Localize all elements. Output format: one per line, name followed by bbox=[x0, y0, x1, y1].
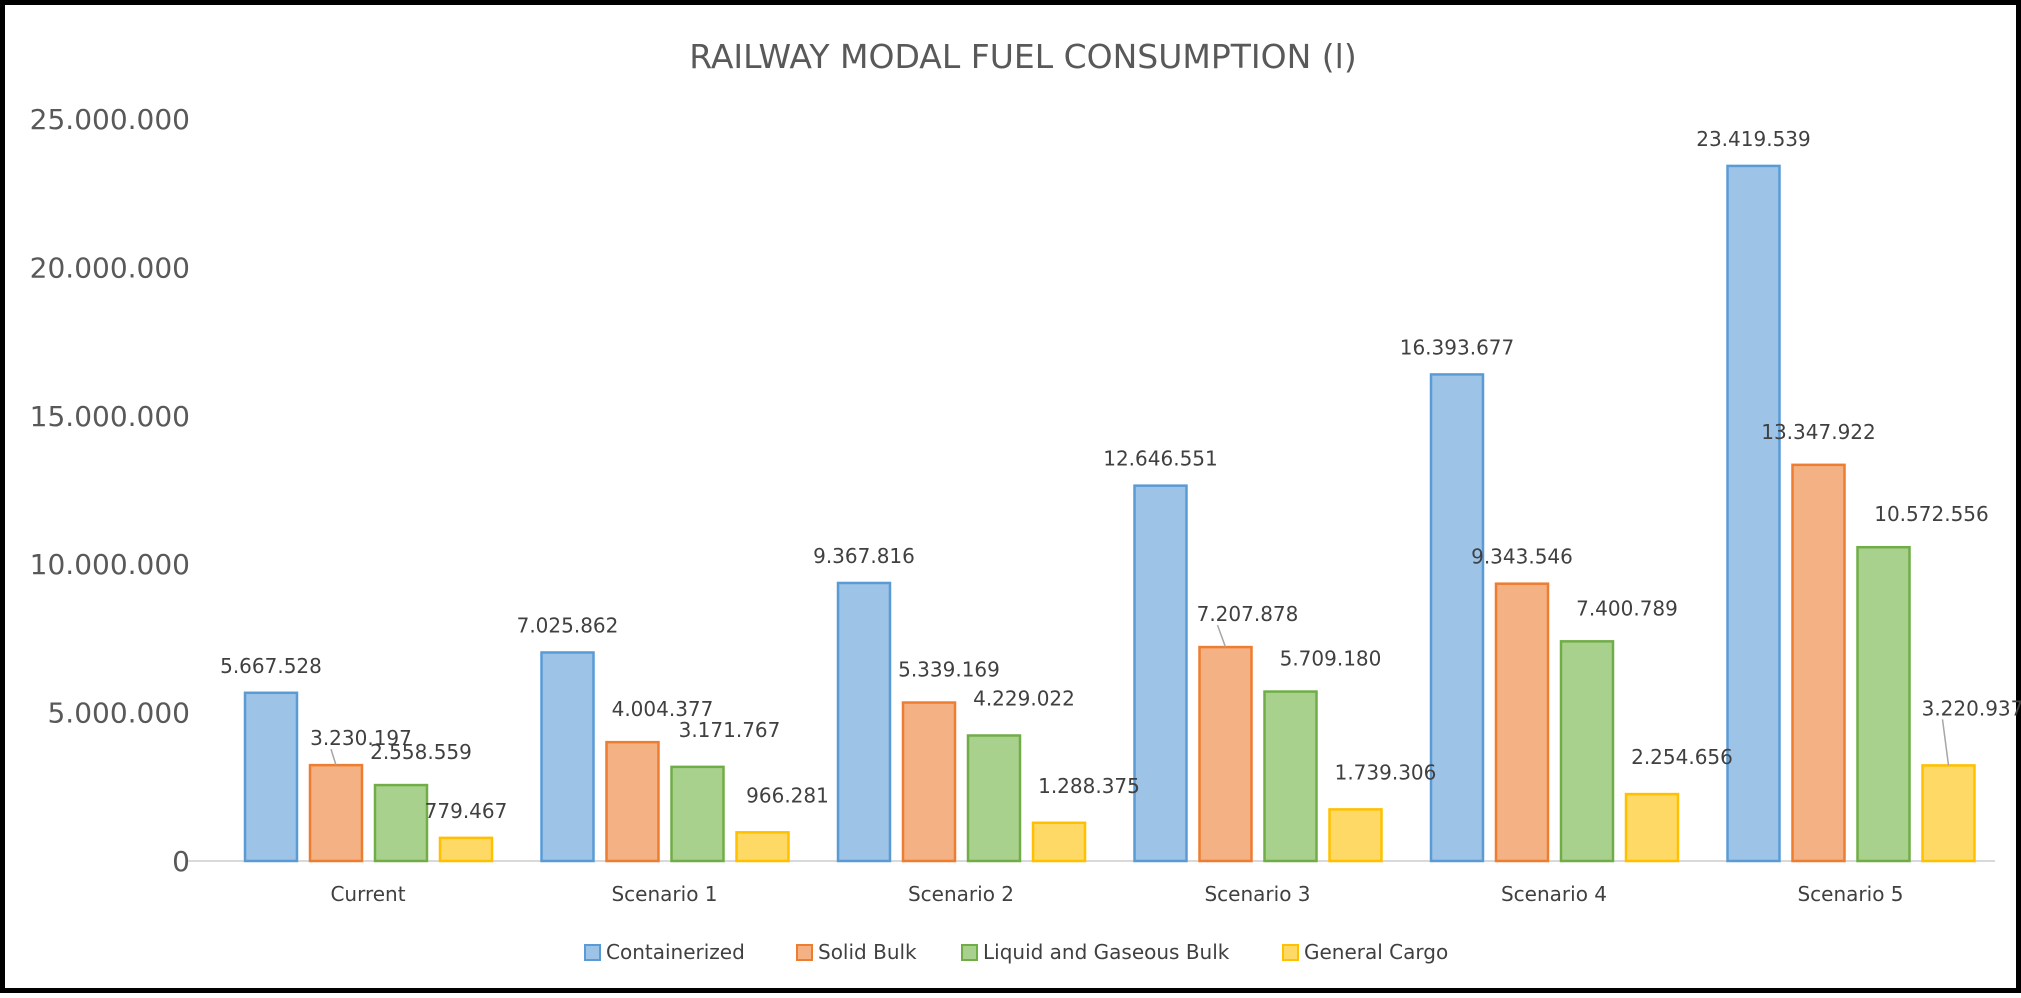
bar-containerized bbox=[1429, 373, 1485, 863]
bar-solid-bulk bbox=[308, 763, 364, 863]
x-tick-label: Current bbox=[330, 882, 405, 906]
bar-liquid-and-gaseous-bulk bbox=[966, 734, 1022, 863]
bar-chart: RAILWAY MODAL FUEL CONSUMPTION (l) 0 5.00… bbox=[30, 37, 2021, 964]
legend-label: Containerized bbox=[606, 940, 745, 964]
y-tick-label: 5.000.000 bbox=[47, 697, 190, 730]
data-label: 2.254.656 bbox=[1631, 745, 1733, 769]
bar-containerized bbox=[1726, 164, 1781, 863]
bar-liquid-and-gaseous-bulk bbox=[373, 783, 429, 863]
data-label: 12.646.551 bbox=[1103, 447, 1218, 471]
data-label: 7.207.878 bbox=[1197, 602, 1299, 626]
bar-liquid-and-gaseous-bulk bbox=[1263, 690, 1318, 863]
bar-containerized bbox=[540, 651, 595, 863]
bar-containerized bbox=[1133, 484, 1188, 863]
bar-general-cargo bbox=[1328, 808, 1383, 863]
y-tick-label: 0 bbox=[172, 845, 190, 878]
bar-solid-bulk bbox=[605, 740, 660, 863]
bar-liquid-and-gaseous-bulk bbox=[670, 765, 725, 863]
data-label: 1.288.375 bbox=[1038, 774, 1140, 798]
data-label: 9.367.816 bbox=[813, 544, 915, 568]
x-tick-label: Scenario 3 bbox=[1204, 882, 1310, 906]
bar-containerized bbox=[836, 581, 892, 863]
bar-liquid-and-gaseous-bulk bbox=[1856, 545, 1911, 863]
x-axis: Current Scenario 1 Scenario 2 Scenario 3 Sce… bbox=[330, 882, 1903, 906]
bar-general-cargo bbox=[1031, 821, 1087, 863]
y-tick-label: 25.000.000 bbox=[30, 103, 190, 136]
y-tick-label: 20.000.000 bbox=[30, 251, 190, 284]
leader-line bbox=[330, 748, 337, 766]
data-label: 1.739.306 bbox=[1335, 760, 1437, 784]
legend-swatch bbox=[584, 944, 601, 961]
bar-general-cargo bbox=[1624, 792, 1680, 863]
x-tick-label: Scenario 1 bbox=[611, 882, 717, 906]
bar-general-cargo bbox=[735, 831, 790, 863]
data-label: 4.004.377 bbox=[612, 697, 714, 721]
bar-general-cargo bbox=[1921, 764, 1976, 863]
data-labels: 5.667.528 7.025.862 9.367.816 12.646.551 16.… bbox=[220, 127, 2021, 823]
data-label: 3.171.767 bbox=[679, 718, 781, 742]
data-label: 3.220.937 bbox=[1922, 696, 2021, 720]
legend-swatch bbox=[796, 944, 813, 961]
y-tick-label: 15.000.000 bbox=[30, 400, 190, 433]
bar-solid-bulk bbox=[1494, 582, 1550, 863]
x-tick-label: Scenario 2 bbox=[908, 882, 1014, 906]
data-label: 23.419.539 bbox=[1696, 127, 1811, 151]
bars bbox=[243, 164, 1976, 863]
data-label: 5.667.528 bbox=[220, 654, 322, 678]
leader-line bbox=[1941, 719, 1950, 766]
bar-solid-bulk bbox=[901, 701, 957, 863]
data-label: 3.230.197 bbox=[310, 726, 412, 750]
legend-label: Solid Bulk bbox=[818, 940, 917, 964]
data-label: 2.558.559 bbox=[370, 740, 472, 764]
leader-line bbox=[1216, 624, 1227, 648]
data-label: 9.343.546 bbox=[1471, 545, 1573, 569]
y-tick-label: 10.000.000 bbox=[30, 548, 190, 581]
data-label: 5.709.180 bbox=[1280, 647, 1382, 671]
data-label: 10.572.556 bbox=[1874, 502, 1989, 526]
legend: Containerized Solid Bulk Liquid and Gaseou… bbox=[584, 940, 1448, 964]
data-label: 4.229.022 bbox=[973, 686, 1075, 710]
legend-swatch bbox=[961, 944, 978, 961]
bar-containerized bbox=[243, 691, 299, 863]
y-axis: 0 5.000.000 10.000.000 15.000.000 20.000.000… bbox=[30, 103, 190, 878]
legend-swatch bbox=[1282, 944, 1299, 961]
chart-title: RAILWAY MODAL FUEL CONSUMPTION (l) bbox=[689, 37, 1356, 76]
bar-solid-bulk bbox=[1791, 463, 1846, 863]
label-leader-lines bbox=[330, 624, 1950, 766]
data-label: 779.467 bbox=[425, 799, 508, 823]
data-label: 7.025.862 bbox=[517, 613, 619, 637]
bar-general-cargo bbox=[438, 836, 494, 863]
data-label: 5.339.169 bbox=[898, 658, 1000, 682]
data-label: 13.347.922 bbox=[1761, 420, 1876, 444]
bar-solid-bulk bbox=[1198, 645, 1253, 863]
bar-liquid-and-gaseous-bulk bbox=[1559, 640, 1615, 863]
legend-label: Liquid and Gaseous Bulk bbox=[983, 940, 1230, 964]
x-tick-label: Scenario 4 bbox=[1501, 882, 1607, 906]
data-label: 16.393.677 bbox=[1400, 335, 1515, 359]
data-label: 966.281 bbox=[746, 783, 829, 807]
legend-label: General Cargo bbox=[1304, 940, 1448, 964]
x-tick-label: Scenario 5 bbox=[1797, 882, 1903, 906]
data-label: 7.400.789 bbox=[1576, 596, 1678, 620]
